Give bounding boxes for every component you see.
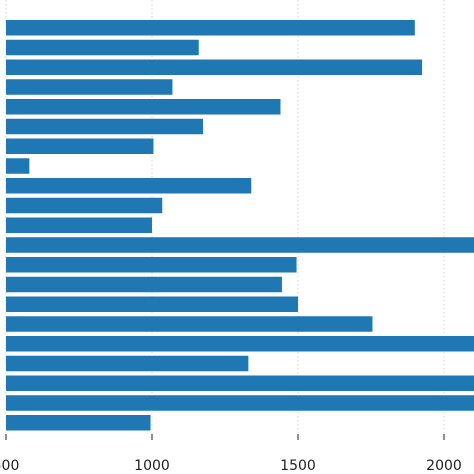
- bar: [6, 355, 249, 372]
- bar: [6, 20, 415, 36]
- bar: [6, 395, 474, 411]
- bar: [6, 197, 163, 214]
- bar: [6, 99, 281, 115]
- bar: [6, 257, 297, 273]
- bar: [6, 296, 298, 312]
- bars: [6, 20, 474, 431]
- bar: [6, 178, 252, 194]
- bar: [6, 415, 151, 431]
- bar: [6, 316, 373, 332]
- bar: [6, 138, 154, 154]
- x-tick-label: 1500: [280, 458, 316, 474]
- bar: [6, 158, 30, 174]
- bar: [6, 118, 204, 135]
- bar: [6, 237, 474, 253]
- bar: [6, 217, 152, 233]
- bar: [6, 59, 423, 75]
- x-tick-label: 1000: [134, 458, 170, 474]
- bar: [6, 276, 282, 293]
- x-axis: 500 1000 1500 2000: [0, 434, 462, 474]
- bar: [6, 375, 474, 391]
- bar: [6, 79, 173, 95]
- x-tick-label: 500: [0, 458, 19, 474]
- bar: [6, 336, 474, 352]
- bar: [6, 39, 199, 56]
- x-tick-label: 2000: [426, 458, 462, 474]
